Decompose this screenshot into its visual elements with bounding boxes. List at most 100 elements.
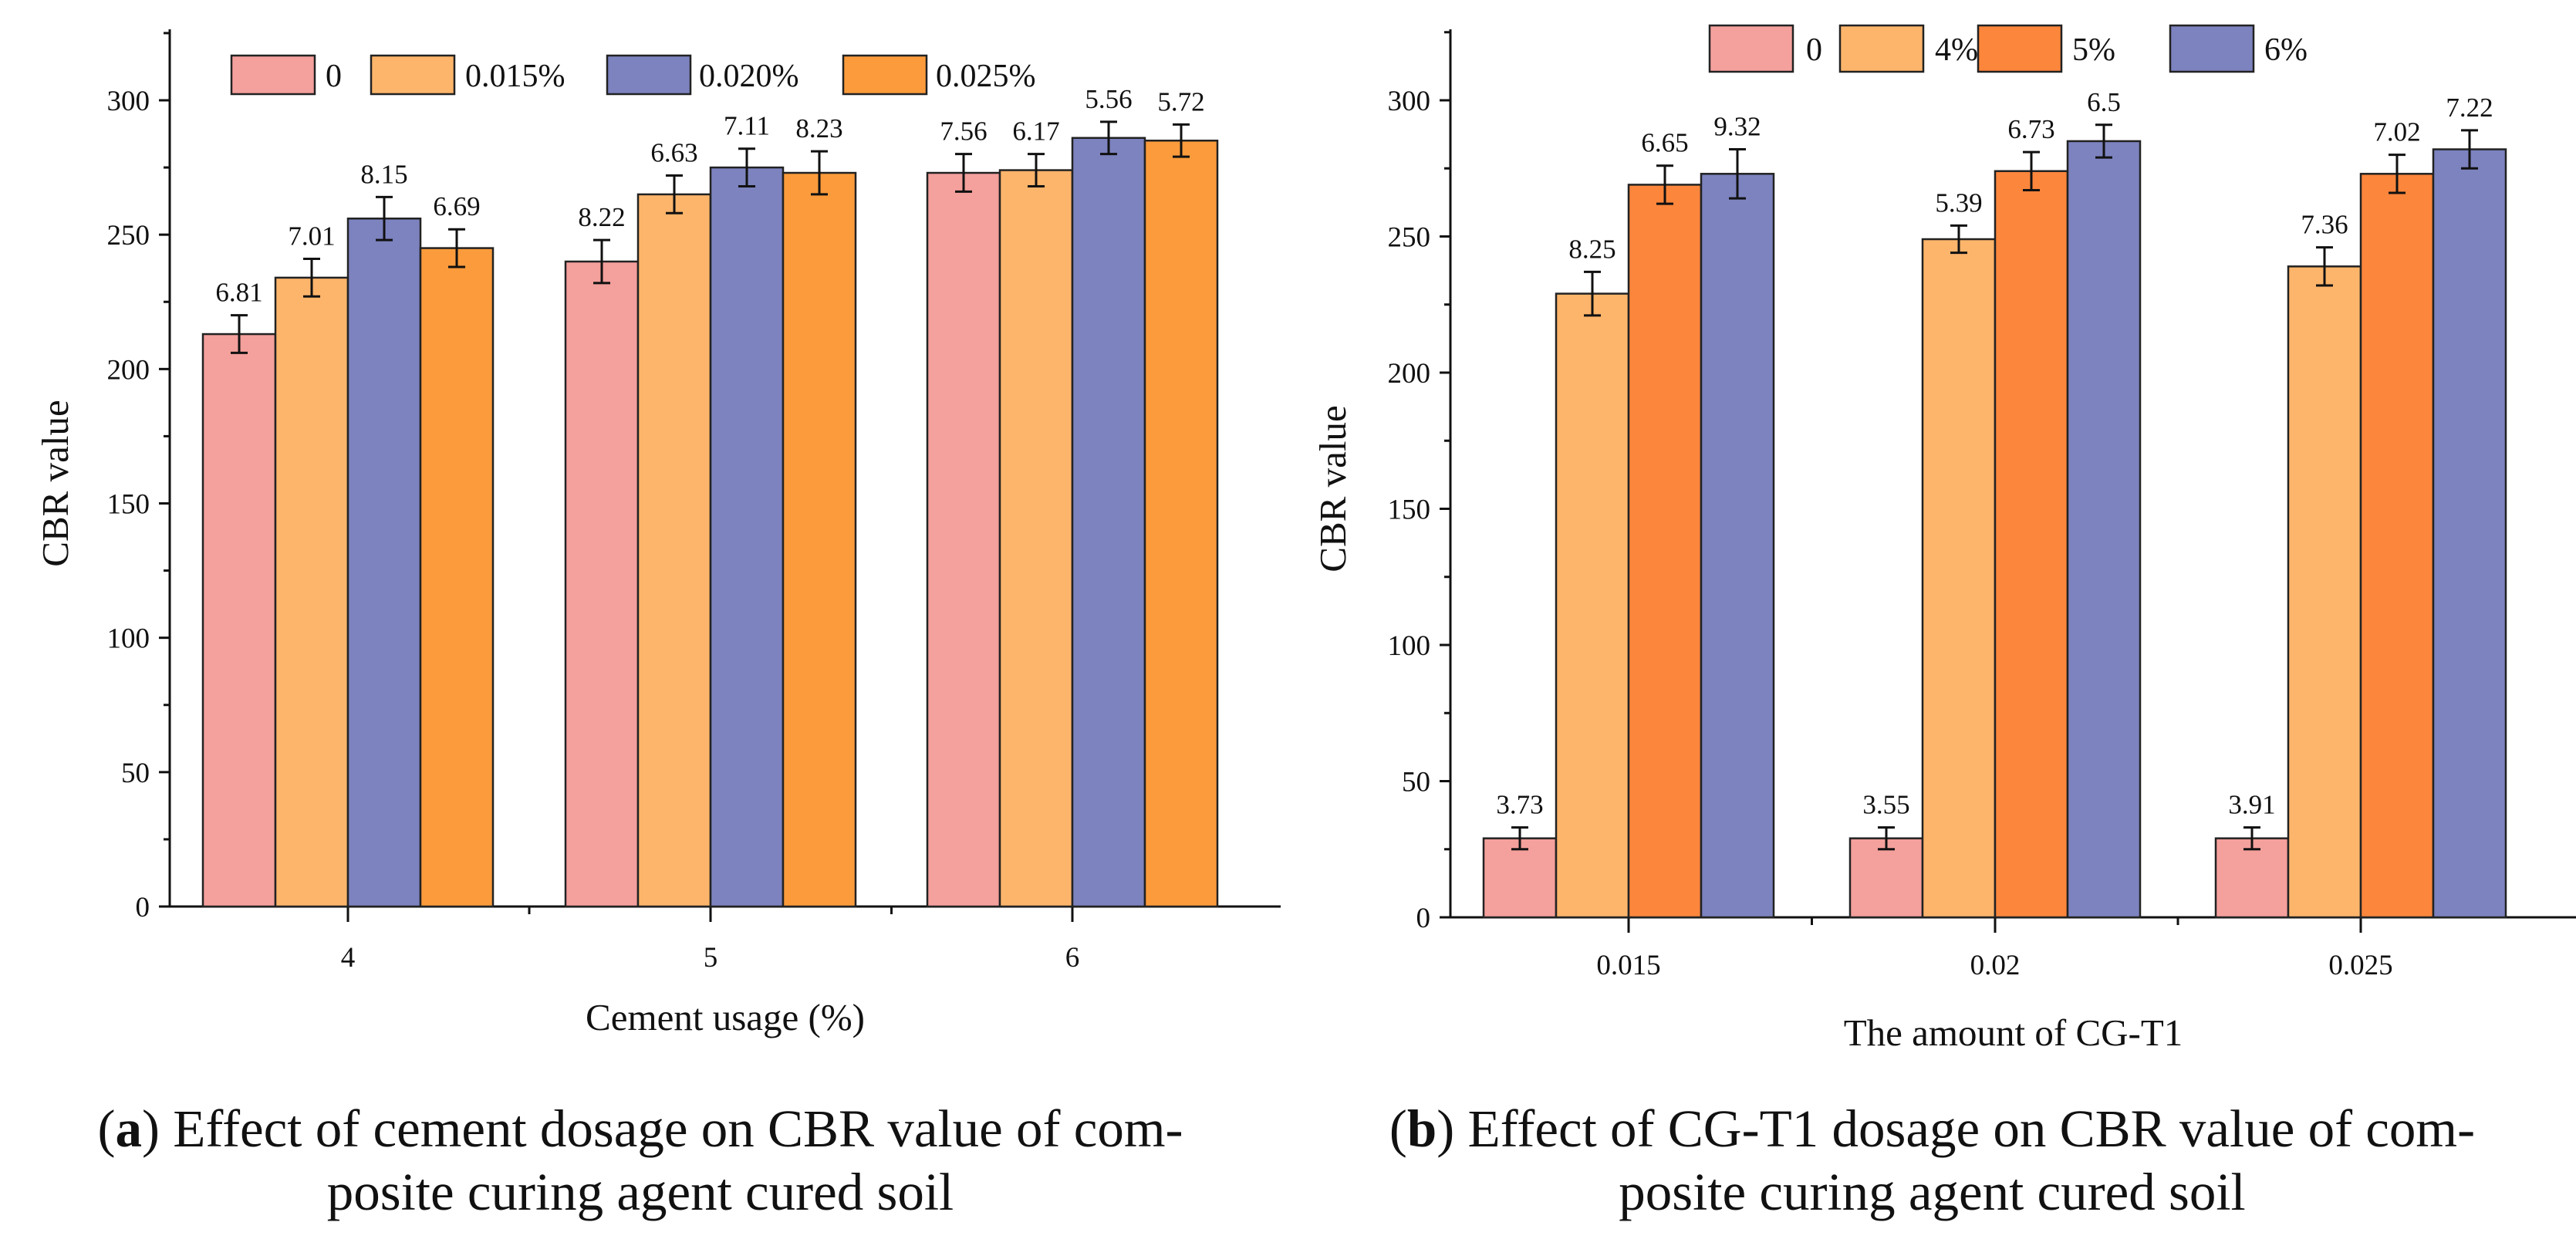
y-tick-label: 50: [121, 758, 150, 789]
caption-a-line2: posite curing agent cured soil: [326, 1163, 954, 1221]
legend-label: 0.020%: [699, 59, 799, 94]
data-label: 5.39: [1935, 187, 1982, 218]
caption-b: (b) Effect of CG-T1 dosage on CBR value …: [1389, 1099, 2476, 1221]
bar: [1482, 837, 1558, 919]
bar: [998, 169, 1074, 908]
y-axis-title: CBR value: [1312, 405, 1354, 572]
bar: [564, 260, 640, 908]
x-tick-label: 0.015: [1596, 950, 1660, 981]
data-label: 7.01: [288, 221, 335, 252]
legend: 0 0.015% 0.020% 0.025%: [230, 54, 1036, 96]
data-label: 8.25: [1568, 234, 1615, 264]
caption-a-letter: a: [115, 1099, 142, 1158]
bar: [1143, 140, 1219, 908]
x-tick-label: 0.025: [2328, 950, 2392, 981]
data-label: 6.65: [1641, 128, 1688, 158]
data-label: 6.5: [2087, 87, 2121, 117]
caption-a-line1: Effect of cement dosage on CBR value of …: [173, 1099, 1183, 1158]
legend-swatch: [2169, 24, 2255, 73]
caption-b-line1: Effect of CG-T1 dosage on CBR value of c…: [1467, 1099, 2476, 1158]
data-label: 8.15: [360, 159, 407, 189]
y-tick-label: 250: [107, 220, 150, 252]
caption-b-letter: b: [1406, 1099, 1437, 1158]
legend-label: 0.025%: [936, 59, 1036, 94]
x-tick-label: 0.02: [1970, 950, 2021, 981]
x-axis-title: The amount of CG-T1: [1844, 1011, 2183, 1054]
legend-label: 0: [1806, 32, 1822, 68]
y-tick-label: 300: [1388, 86, 1431, 117]
data-label: 3.91: [2228, 790, 2275, 820]
y-tick-label: 200: [107, 354, 150, 386]
data-label: 7.11: [724, 111, 770, 141]
data-label: 5.56: [1085, 84, 1132, 114]
bar: [782, 171, 857, 908]
data-label: 6.81: [215, 278, 262, 308]
data-label: 6.69: [433, 191, 480, 221]
bar: [2359, 173, 2435, 919]
bar: [1700, 173, 1775, 919]
bar: [419, 247, 495, 908]
bar: [2432, 148, 2507, 919]
bar: [1921, 238, 1997, 919]
legend-swatch: [1708, 24, 1794, 73]
data-label: 3.73: [1496, 790, 1543, 820]
legend-swatch: [1977, 24, 2063, 73]
data-label: 7.56: [940, 116, 987, 147]
data-label: 7.02: [2373, 117, 2420, 147]
y-tick-label: 300: [107, 86, 150, 117]
bar: [2287, 265, 2362, 919]
data-label: 7.36: [2301, 210, 2348, 240]
bar: [1627, 184, 1703, 919]
bar: [274, 276, 349, 908]
y-tick-label: 200: [1388, 358, 1431, 390]
bar: [1555, 292, 1630, 919]
y-tick-label: 150: [1388, 495, 1431, 526]
y-tick-label: 250: [1388, 222, 1431, 254]
legend-swatch: [606, 54, 692, 96]
bar: [926, 171, 1001, 908]
data-label: 8.22: [578, 202, 625, 232]
legend-swatch: [842, 54, 928, 96]
y-tick-label: 0: [136, 892, 150, 923]
caption-a: (a) Effect of cement dosage on CBR value…: [97, 1099, 1183, 1221]
data-label: 5.72: [1157, 86, 1204, 116]
legend-label: 6%: [2264, 32, 2308, 68]
legend-label: 4%: [1935, 32, 1978, 68]
bar: [636, 193, 712, 908]
legend: 0 4% 5% 6%: [1708, 24, 2308, 73]
legend-label: 0: [326, 59, 342, 94]
bar: [2066, 140, 2142, 919]
x-tick-label: 6: [1065, 942, 1080, 974]
y-tick-label: 0: [1416, 903, 1431, 934]
y-tick-label: 100: [107, 623, 150, 655]
legend-swatch: [1838, 24, 1925, 73]
bar: [1071, 137, 1146, 908]
data-label: 9.32: [1713, 112, 1761, 142]
y-axis-title: CBR value: [34, 400, 76, 566]
data-label: 6.73: [2007, 114, 2054, 144]
x-axis-title: Cement usage (%): [586, 996, 865, 1038]
data-label: 6.63: [650, 138, 697, 168]
x-tick-label: 4: [341, 942, 356, 974]
data-label: 7.22: [2446, 93, 2493, 123]
y-tick-label: 100: [1388, 630, 1431, 662]
bar: [1994, 170, 2069, 919]
bar: [709, 166, 785, 908]
legend-label: 0.015%: [465, 59, 566, 94]
legend-swatch: [230, 54, 316, 96]
x-tick-label: 5: [704, 942, 718, 974]
chart-b: 0 50 100 150 200 250 300 0.015 3.73 8.25 6.65 9.32 0…: [1312, 24, 2576, 1054]
bar: [1848, 837, 1924, 919]
bar: [346, 218, 422, 908]
chart-a: 0 50 100 150 200 250 300 4 6.81 7.01 8.15 6.69 5 8.22…: [34, 29, 1281, 1038]
legend-swatch: [370, 54, 456, 96]
legend-label: 5%: [2072, 32, 2115, 68]
y-tick-label: 50: [1402, 767, 1430, 799]
data-label: 6.17: [1012, 116, 1059, 147]
data-label: 3.55: [1862, 790, 1909, 820]
data-label: 8.23: [795, 113, 842, 143]
y-tick-label: 150: [107, 489, 150, 521]
bar: [201, 333, 277, 908]
caption-b-line2: posite curing agent cured soil: [1619, 1163, 2246, 1221]
